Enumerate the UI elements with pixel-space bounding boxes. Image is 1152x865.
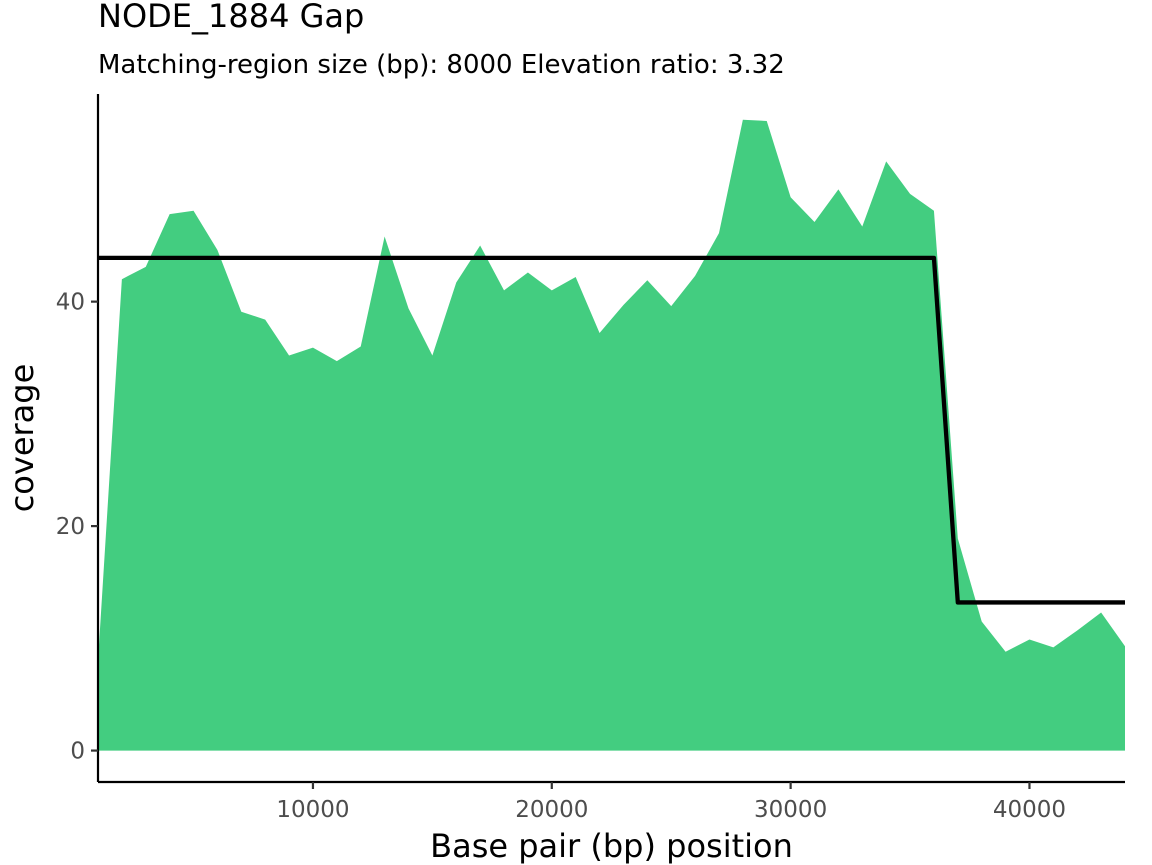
x-ticks: 10000 20000 30000 40000 [276,782,1066,823]
coverage-area [98,119,1125,751]
chart-title: NODE_1884 Gap [98,0,364,35]
elevation-step-line [98,255,1125,605]
chart-subtitle: Matching-region size (bp): 8000 Elevatio… [98,50,785,80]
x-axis-title: Base pair (bp) position [430,827,793,865]
plot-area [98,119,1125,751]
x-tick-label: 20000 [515,797,588,823]
y-axis-title: coverage [3,364,41,513]
y-tick-label: 0 [70,739,85,765]
x-tick-label: 30000 [754,797,827,823]
y-ticks: 0 20 40 [56,290,98,765]
x-tick-label: 10000 [276,797,349,823]
y-tick-label: 40 [56,290,85,316]
y-tick-label: 20 [56,514,85,540]
x-tick-label: 40000 [993,797,1066,823]
